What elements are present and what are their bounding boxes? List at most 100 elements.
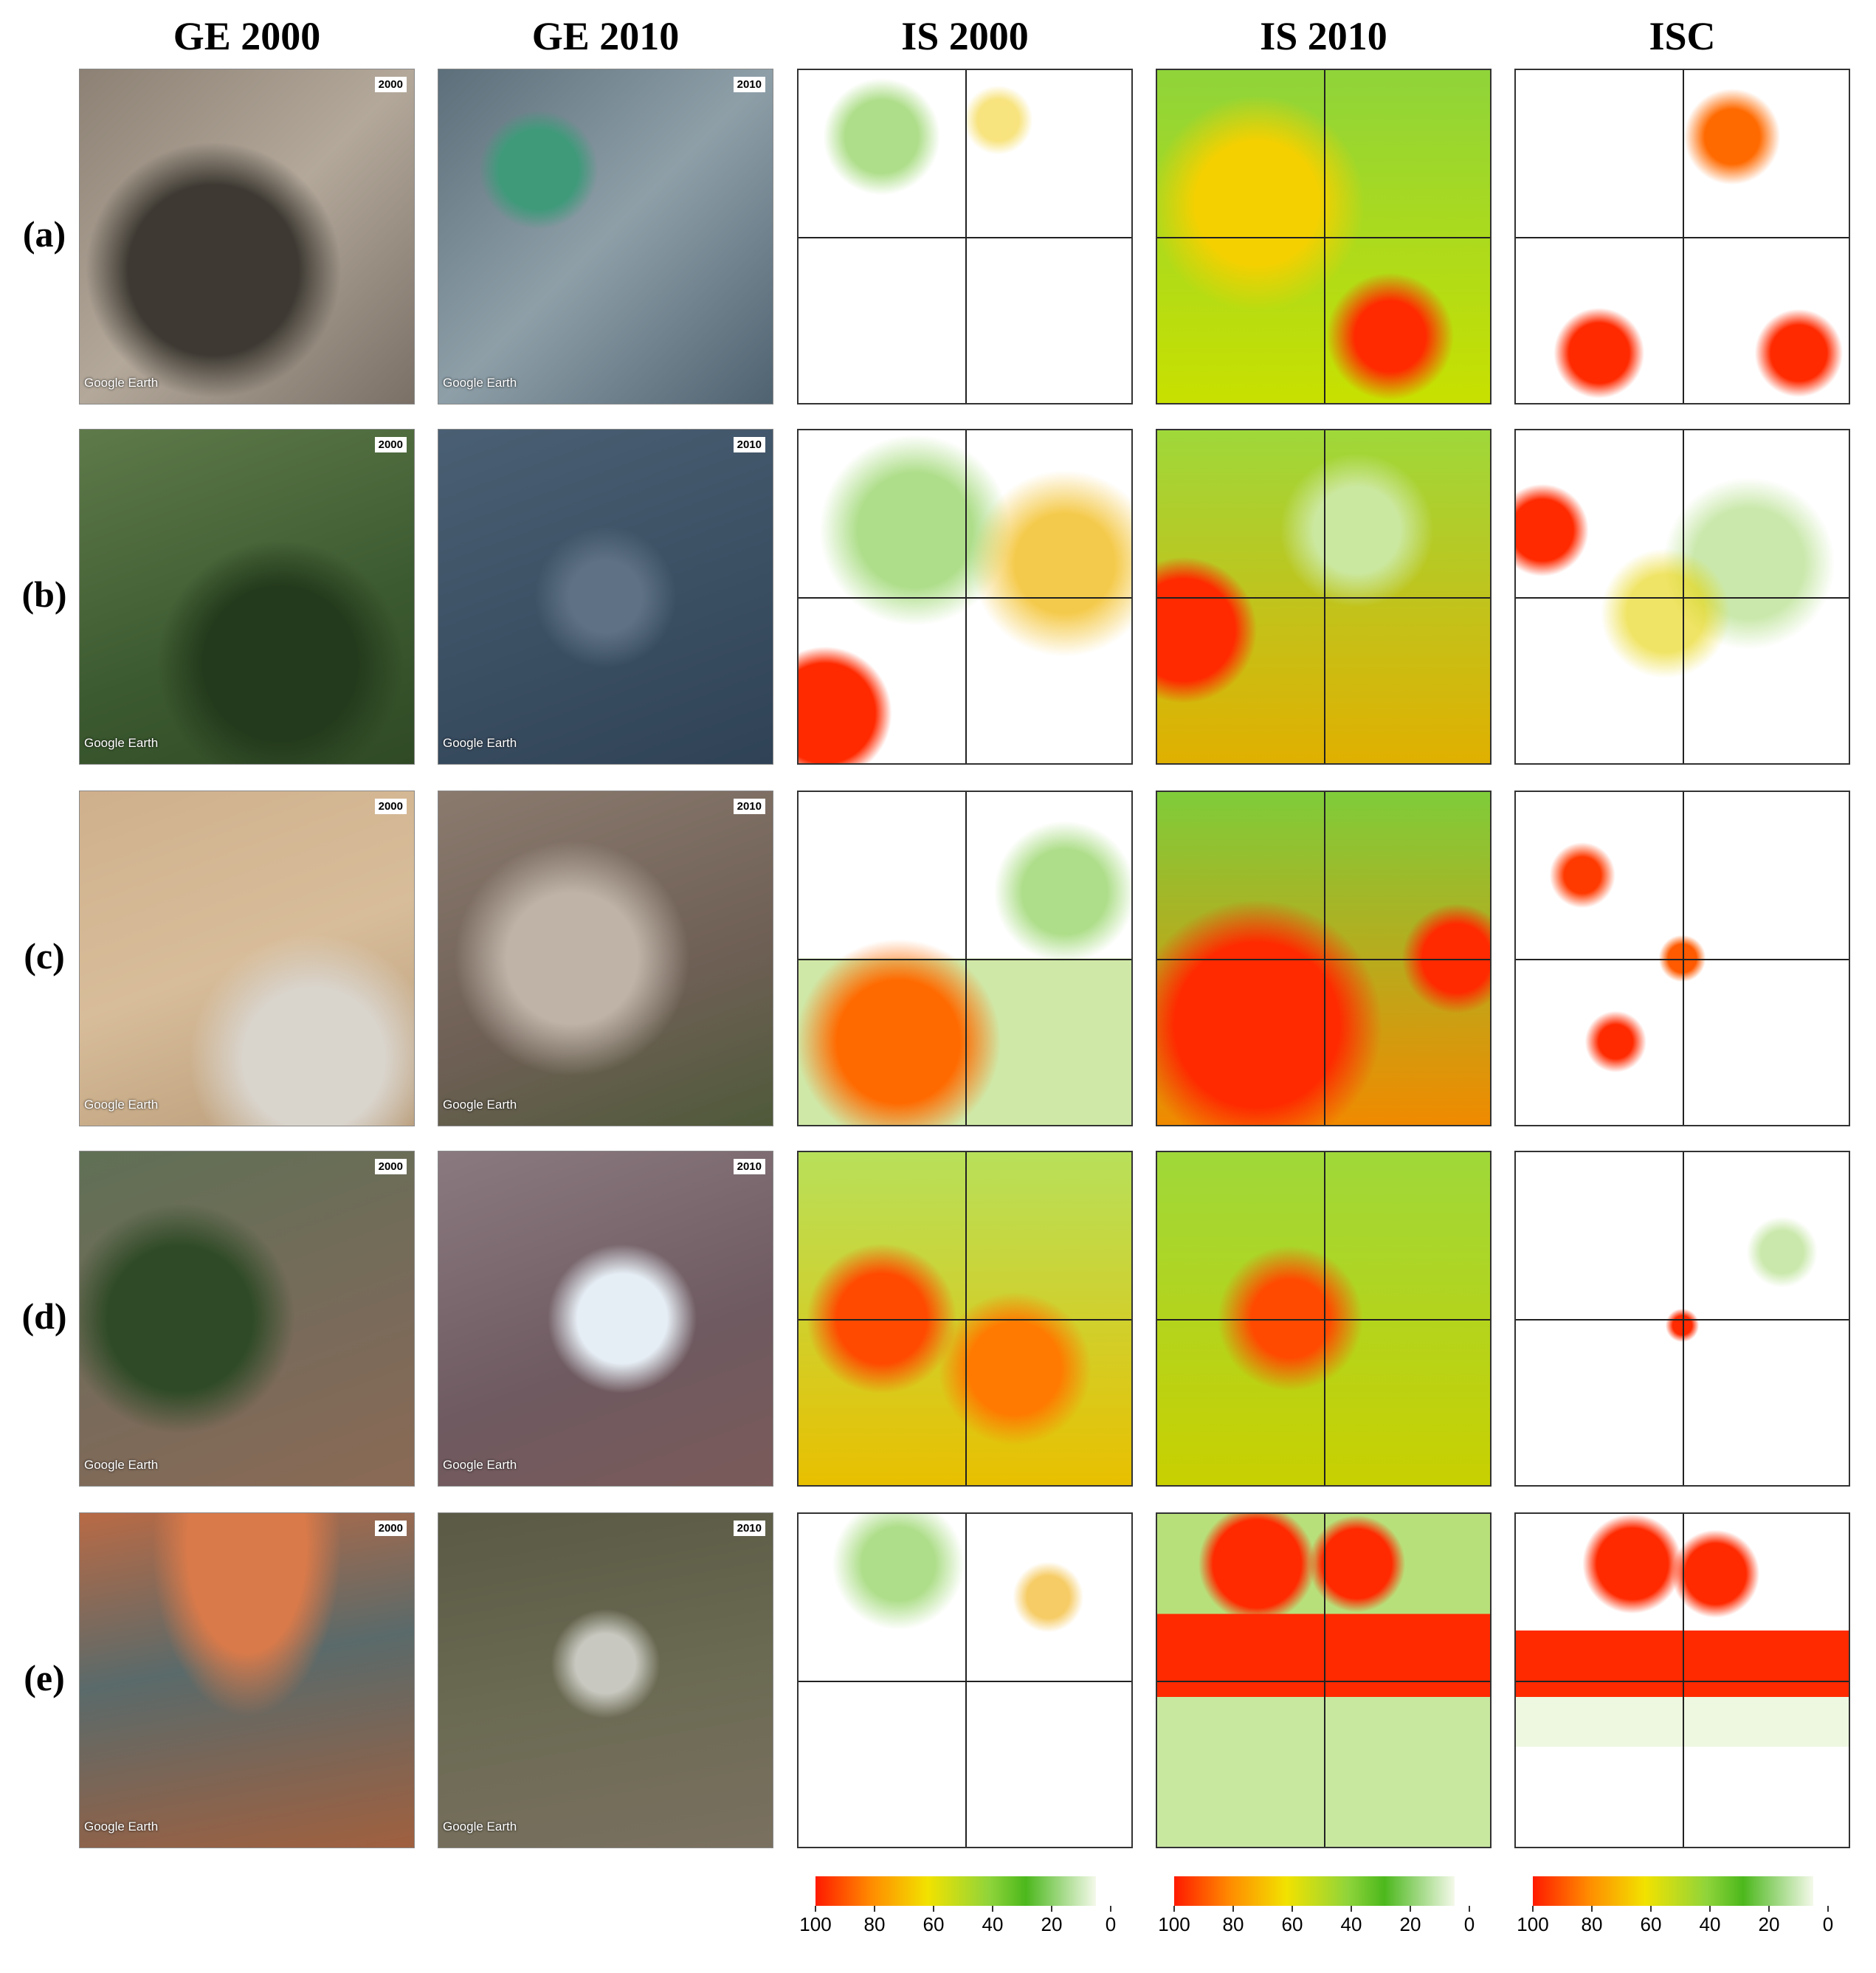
grid-line [799,1680,1131,1682]
column-header: GE 2000 [173,14,321,58]
satellite-image: 2010 Google Earth [438,1512,773,1848]
grid-line [1157,1680,1490,1682]
satellite-image: 2000 Google Earth [79,791,415,1126]
colorbar-tick-label: 80 [1222,1913,1244,1935]
year-badge: 2000 [374,77,407,92]
year-badge: 2010 [733,1159,765,1174]
impervious-map [1156,69,1492,404]
grid-line [1157,596,1490,599]
grid-line [1516,596,1849,599]
colorbar-tick-label: 0 [1105,1913,1117,1935]
colorbar-tick-label: 80 [1581,1913,1603,1935]
colorbar-tick [992,1906,993,1912]
colorbar-tick-label: 100 [1517,1913,1549,1935]
satellite-image: 2000 Google Earth [79,1512,415,1848]
colorbar-tick-label: 20 [1041,1913,1063,1935]
colorbar [815,1876,1096,1906]
impervious-map [1156,791,1492,1126]
grid-line [799,236,1131,238]
colorbar-tick [1591,1906,1593,1912]
colorbar-tick [1051,1906,1052,1912]
colorbar-tick [933,1906,934,1912]
colorbar-tick [1709,1906,1711,1912]
grid-line [1157,1318,1490,1321]
grid-line [1516,1680,1849,1682]
impervious-map [797,429,1133,765]
colorbar-tick-label: 100 [1158,1913,1190,1935]
colorbar-tick-label: 60 [923,1913,945,1935]
colorbar-tick [1173,1906,1175,1912]
watermark: Google Earth [443,736,517,750]
colorbar-tick-label: 40 [1699,1913,1721,1935]
watermark: Google Earth [84,376,159,390]
satellite-image: 2010 Google Earth [438,69,773,404]
colorbar-tick-label: 40 [982,1913,1004,1935]
watermark: Google Earth [84,1098,159,1112]
impervious-map [1156,429,1492,765]
colorbar-tick [1292,1906,1293,1912]
year-badge: 2000 [374,437,407,452]
satellite-image: 2000 Google Earth [79,69,415,404]
colorbar-tick-label: 20 [1758,1913,1780,1935]
column-header: IS 2000 [901,14,1029,58]
grid-line [1516,1318,1849,1321]
column-header: ISC [1649,14,1716,58]
impervious-map [797,791,1133,1126]
impervious-map [1514,69,1850,404]
row-label: (c) [24,935,65,977]
colorbar-tick-label: 60 [1281,1913,1303,1935]
grid-line [1157,958,1490,960]
watermark: Google Earth [443,1098,517,1112]
colorbar-tick [874,1906,875,1912]
grid-line [799,596,1131,599]
impervious-map [1514,1512,1850,1848]
colorbar [1174,1876,1455,1906]
column-header: IS 2010 [1260,14,1387,58]
year-badge: 2000 [374,799,407,814]
satellite-image: 2010 Google Earth [438,1151,773,1487]
watermark: Google Earth [84,1458,159,1472]
colorbar-tick [1351,1906,1352,1912]
colorbar-tick-label: 60 [1640,1913,1662,1935]
colorbar-tick [1469,1906,1470,1912]
colorbar-tick [815,1906,816,1912]
watermark: Google Earth [443,1458,517,1472]
colorbar-tick [1768,1906,1770,1912]
year-badge: 2010 [733,437,765,452]
colorbar-tick [1232,1906,1234,1912]
grid-line [1157,236,1490,238]
row-label: (d) [21,1295,67,1337]
impervious-map [797,1512,1133,1848]
column-header: GE 2010 [531,14,680,58]
satellite-image: 2010 Google Earth [438,791,773,1126]
colorbar-tick-label: 80 [863,1913,886,1935]
colorbar-tick-label: 0 [1822,1913,1834,1935]
colorbar-tick-label: 0 [1463,1913,1475,1935]
year-badge: 2000 [374,1521,407,1536]
year-badge: 2010 [733,799,765,814]
grid-line [1516,958,1849,960]
year-badge: 2010 [733,77,765,92]
impervious-map [1156,1151,1492,1487]
impervious-map [797,1151,1133,1487]
impervious-map [797,69,1133,404]
grid-line [799,958,1131,960]
colorbar [1533,1876,1813,1906]
impervious-map [1514,791,1850,1126]
colorbar-tick [1827,1906,1829,1912]
impervious-map [1156,1512,1492,1848]
satellite-image: 2000 Google Earth [79,429,415,765]
year-badge: 2000 [374,1159,407,1174]
colorbar-tick [1532,1906,1534,1912]
colorbar-tick [1650,1906,1652,1912]
satellite-image: 2000 Google Earth [79,1151,415,1487]
watermark: Google Earth [84,736,159,750]
colorbar-tick-label: 100 [799,1913,832,1935]
watermark: Google Earth [443,376,517,390]
colorbar-tick-label: 20 [1399,1913,1421,1935]
row-label: (a) [22,213,66,255]
impervious-map [1514,1151,1850,1487]
colorbar-tick [1410,1906,1411,1912]
grid-line [799,1318,1131,1321]
